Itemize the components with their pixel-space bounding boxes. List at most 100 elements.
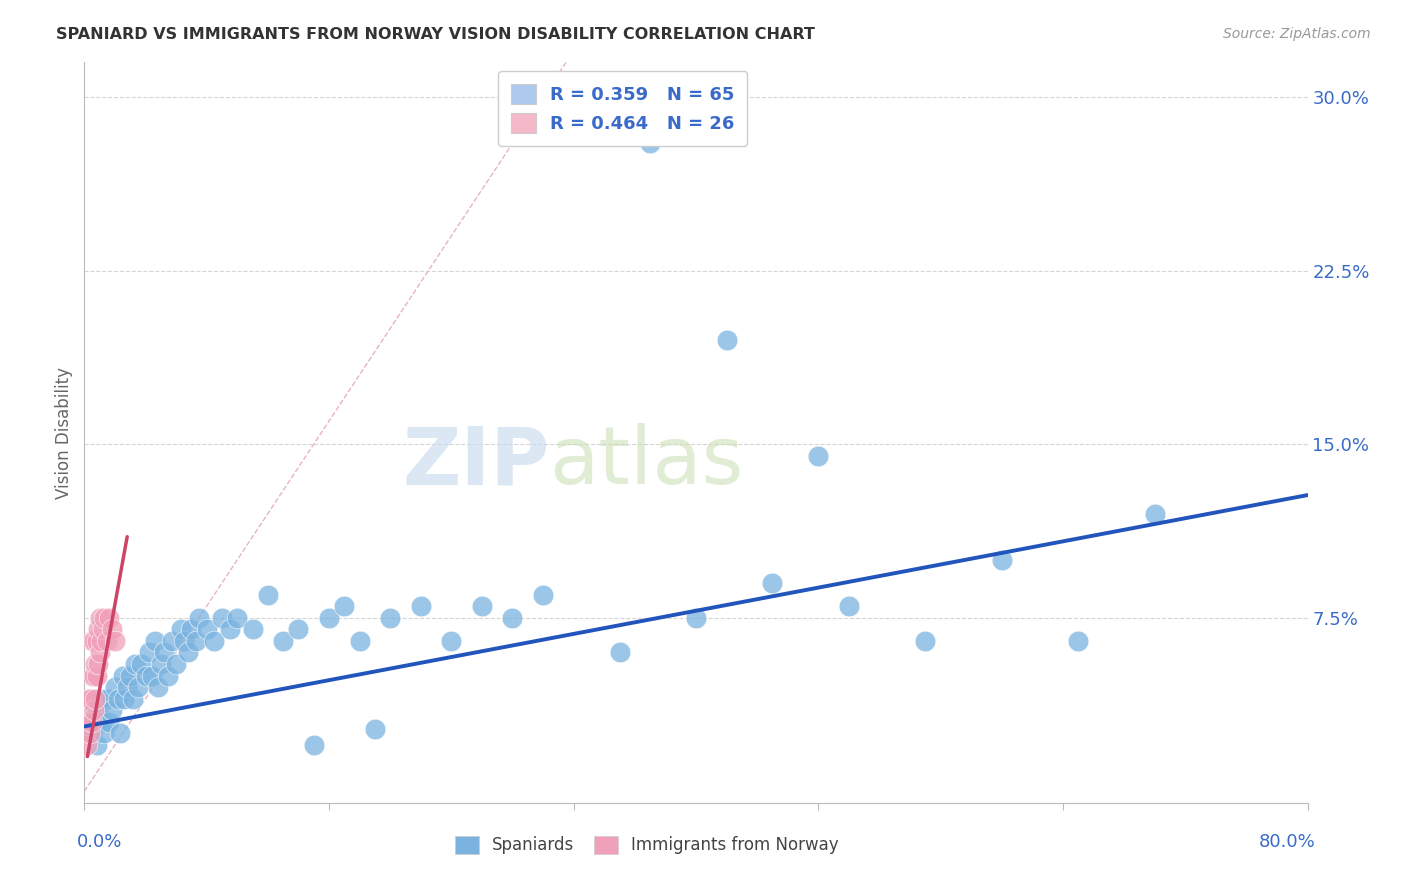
Point xyxy=(84,657,107,671)
Point xyxy=(77,714,100,729)
Point xyxy=(380,611,402,625)
Point xyxy=(141,668,163,682)
Point xyxy=(86,668,108,682)
Point xyxy=(86,633,108,648)
Text: SPANIARD VS IMMIGRANTS FROM NORWAY VISION DISABILITY CORRELATION CHART: SPANIARD VS IMMIGRANTS FROM NORWAY VISIO… xyxy=(56,27,815,42)
Point xyxy=(914,633,936,648)
Text: ZIP: ZIP xyxy=(402,423,550,501)
Point xyxy=(83,668,105,682)
Point xyxy=(195,622,218,636)
Point xyxy=(143,633,166,648)
Point xyxy=(153,645,176,659)
Point xyxy=(170,622,193,636)
Point xyxy=(93,611,115,625)
Point xyxy=(242,622,264,636)
Text: 0.0%: 0.0% xyxy=(77,833,122,851)
Point xyxy=(716,333,738,347)
Point xyxy=(160,633,183,648)
Point xyxy=(807,449,830,463)
Point xyxy=(609,645,631,659)
Point xyxy=(226,611,249,625)
Point xyxy=(84,714,107,729)
Point xyxy=(502,611,524,625)
Point xyxy=(177,645,200,659)
Point xyxy=(1143,507,1166,521)
Point xyxy=(104,633,127,648)
Point xyxy=(409,599,432,614)
Text: Source: ZipAtlas.com: Source: ZipAtlas.com xyxy=(1223,27,1371,41)
Point xyxy=(87,622,110,636)
Point xyxy=(685,611,707,625)
Point xyxy=(333,599,356,614)
Point xyxy=(271,633,294,648)
Point xyxy=(127,680,149,694)
Point xyxy=(90,633,112,648)
Point xyxy=(471,599,494,614)
Point xyxy=(97,714,120,729)
Point xyxy=(104,680,127,694)
Point xyxy=(122,691,145,706)
Point xyxy=(838,599,860,614)
Point xyxy=(83,633,105,648)
Point xyxy=(76,738,98,752)
Point xyxy=(97,611,120,625)
Point xyxy=(364,722,387,736)
Point xyxy=(349,633,371,648)
Point xyxy=(84,691,107,706)
Point xyxy=(257,588,280,602)
Point xyxy=(115,680,138,694)
Point xyxy=(80,668,103,682)
Point xyxy=(112,691,135,706)
Point xyxy=(80,714,103,729)
Point xyxy=(157,668,180,682)
Point xyxy=(96,691,118,706)
Point xyxy=(302,738,325,752)
Point xyxy=(89,691,111,706)
Point xyxy=(124,657,146,671)
Point xyxy=(638,136,661,151)
Point xyxy=(202,633,225,648)
Point xyxy=(108,726,131,740)
Point xyxy=(184,633,207,648)
Point xyxy=(89,645,111,659)
Point xyxy=(138,645,160,659)
Point xyxy=(173,633,195,648)
Point xyxy=(165,657,187,671)
Point xyxy=(91,622,114,636)
Point xyxy=(80,726,103,740)
Point xyxy=(188,611,211,625)
Point xyxy=(96,633,118,648)
Point xyxy=(149,657,172,671)
Point xyxy=(83,703,105,717)
Point xyxy=(101,622,124,636)
Point xyxy=(440,633,463,648)
Point xyxy=(86,738,108,752)
Point xyxy=(180,622,202,636)
Point xyxy=(120,668,142,682)
Point xyxy=(77,691,100,706)
Point xyxy=(80,633,103,648)
Y-axis label: Vision Disability: Vision Disability xyxy=(55,367,73,499)
Point xyxy=(87,657,110,671)
Text: atlas: atlas xyxy=(550,423,744,501)
Point xyxy=(318,611,340,625)
Point xyxy=(129,657,152,671)
Point xyxy=(79,726,101,740)
Point xyxy=(87,703,110,717)
Point xyxy=(111,668,134,682)
Legend: Spaniards, Immigrants from Norway: Spaniards, Immigrants from Norway xyxy=(449,829,845,861)
Point xyxy=(531,588,554,602)
Point xyxy=(211,611,233,625)
Point xyxy=(287,622,309,636)
Point xyxy=(135,668,157,682)
Text: 80.0%: 80.0% xyxy=(1258,833,1315,851)
Point xyxy=(79,691,101,706)
Point xyxy=(107,691,129,706)
Point xyxy=(991,553,1014,567)
Point xyxy=(89,611,111,625)
Point xyxy=(218,622,240,636)
Point xyxy=(101,703,124,717)
Point xyxy=(1067,633,1090,648)
Point xyxy=(91,714,114,729)
Point xyxy=(146,680,169,694)
